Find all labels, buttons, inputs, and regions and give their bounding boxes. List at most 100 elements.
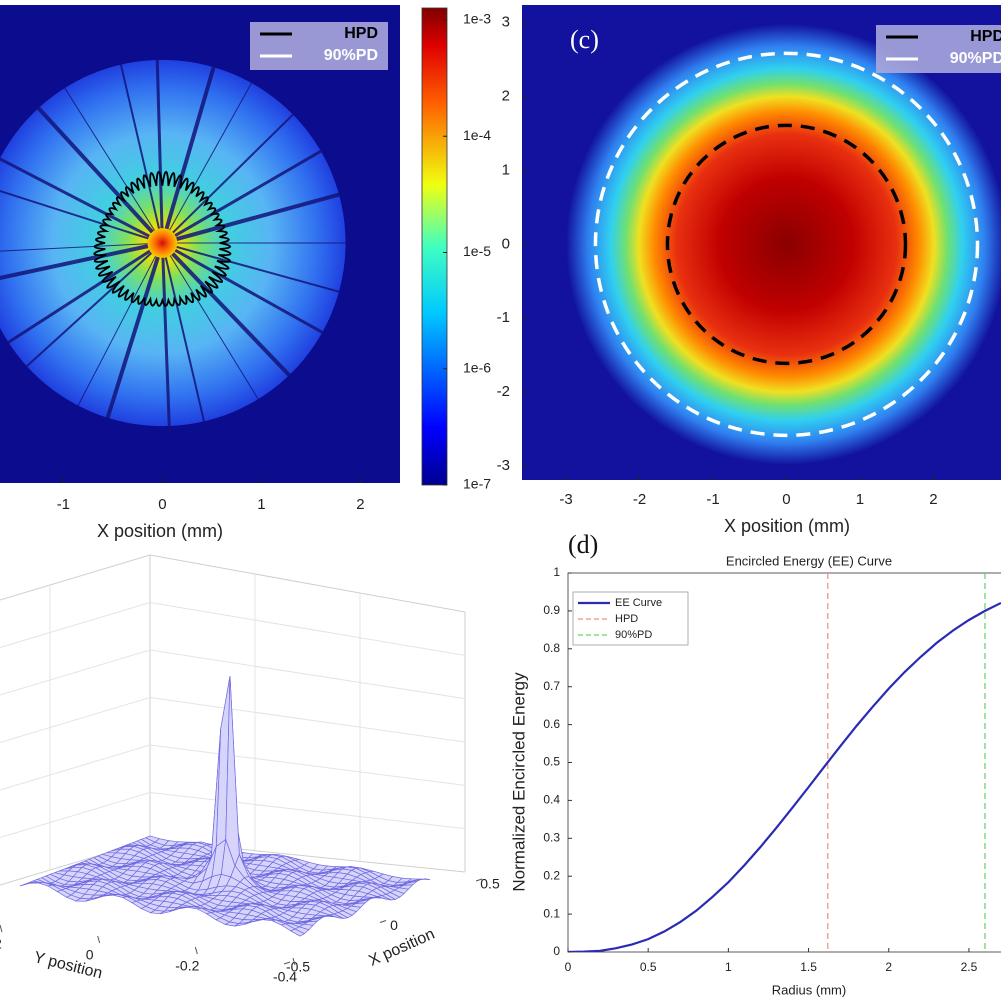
box-grid	[149, 649, 466, 700]
shadow-spoke	[174, 149, 323, 237]
x-tick-label: 0.5	[640, 960, 657, 974]
y-tick-label: 0	[86, 947, 94, 963]
legend-label: 90%PD	[615, 629, 652, 641]
x-tick-label: -2	[633, 491, 646, 508]
x-tick-mark	[283, 961, 291, 965]
box-grid	[0, 744, 151, 791]
x-tick-label: 1	[257, 496, 265, 513]
intensity-disk	[566, 24, 1001, 465]
y-tick-label: 0	[553, 944, 560, 958]
legend-label: EE Curve	[615, 597, 662, 609]
shadow-spoke	[105, 256, 160, 420]
plot-clip	[568, 573, 1001, 952]
intensity-disk	[0, 59, 346, 427]
x-tick-label: 0	[390, 917, 398, 933]
x-axis-label: X position (mm)	[97, 521, 223, 541]
y-tick-label: 0.7	[543, 679, 560, 693]
colorbar-tick-label: 1e-5	[463, 243, 491, 259]
x-tick-label: 0	[565, 960, 572, 974]
colorbar	[421, 7, 448, 486]
y-tick-label: 0.8	[543, 641, 560, 655]
panel-label: (c)	[570, 25, 599, 54]
y-tick-label: 0.1	[543, 906, 560, 920]
shadow-spoke	[176, 192, 341, 242]
x-tick-label: 0	[782, 491, 790, 508]
colorbar-tick-label: 1e-6	[463, 359, 491, 375]
contour-circle	[665, 123, 908, 366]
shadow-spoke	[0, 244, 149, 280]
y-tick-label: 0	[502, 235, 510, 252]
x-tick-label: 1.5	[800, 960, 817, 974]
colorbar-tick-label: 1e-7	[463, 476, 491, 492]
x-tick-label: 0.5	[480, 876, 500, 892]
y-tick-label: 3	[502, 14, 510, 31]
y-tick-label: 1	[553, 565, 560, 579]
x-tick-label: 2	[885, 960, 892, 974]
y-tick-label: 0.5	[543, 755, 560, 769]
y-tick-label: -3	[497, 457, 510, 474]
y-tick-label: 0.2	[0, 936, 2, 952]
y-tick-label: 0.4	[543, 793, 560, 807]
box-grid	[0, 649, 151, 696]
box-edge	[149, 554, 466, 613]
legend-box	[876, 25, 1001, 73]
legend-label: 90%PD	[324, 47, 378, 64]
x-axis-label: Radius (mm)	[772, 982, 846, 997]
box-grid	[0, 602, 151, 648]
shadow-spoke	[169, 81, 253, 231]
x-axis-label: X position	[366, 926, 437, 970]
y-tick-label: 0.3	[543, 830, 560, 844]
y-tick-label: 2	[502, 88, 510, 105]
shadow-spoke	[164, 65, 216, 230]
shadow-spoke	[155, 58, 164, 229]
shadow-spoke	[171, 252, 292, 378]
legend-label: HPD	[615, 613, 638, 625]
shadow-spoke	[0, 243, 148, 252]
y-tick-label: 0.9	[543, 603, 560, 617]
y-tick-mark	[194, 946, 198, 955]
x-tick-mark	[475, 878, 483, 882]
shadow-spoke	[174, 248, 324, 335]
legend-box	[250, 22, 388, 70]
shadow-spoke	[77, 255, 156, 407]
x-tick-label: 0	[158, 496, 166, 513]
y-tick-label: -2	[497, 383, 510, 400]
x-tick-label: 1	[856, 491, 864, 508]
x-tick-label: 2	[929, 491, 937, 508]
x-tick-label: -0.5	[286, 959, 310, 975]
shadow-spoke	[6, 249, 151, 345]
x-tick-label: -1	[57, 496, 70, 513]
x-tick-label: 1	[725, 960, 732, 974]
surface-plot	[0, 554, 466, 937]
shadow-spoke	[0, 189, 149, 240]
y-tick-label: 0.2	[543, 868, 560, 882]
contour-circle	[593, 51, 980, 438]
shadow-spoke	[36, 106, 154, 234]
y-tick-label: -0.4	[273, 969, 297, 985]
colorbar-tick-label: 1e-4	[463, 127, 491, 143]
box-grid	[0, 792, 151, 838]
colorbar-tick-label: 1e-3	[463, 11, 491, 27]
box-grid	[149, 602, 466, 656]
shadow-spoke	[119, 63, 160, 229]
x-tick-label: 2.5	[961, 960, 978, 974]
shadow-spoke	[25, 252, 153, 368]
x-axis-label: X position (mm)	[724, 516, 850, 536]
panel-label: (d)	[568, 530, 598, 559]
shadow-spoke	[176, 245, 341, 293]
box-grid	[149, 697, 466, 743]
y-tick-label: -0.2	[175, 958, 199, 974]
shadow-spoke	[169, 255, 260, 401]
legend-box	[572, 591, 689, 646]
box-grid	[149, 744, 466, 786]
shadow-spoke	[164, 257, 206, 423]
y-tick-mark	[292, 957, 296, 966]
ee-curve	[568, 601, 1001, 952]
y-tick-mark	[0, 924, 3, 933]
x-tick-label: -3	[559, 491, 572, 508]
chart-title: Encircled Energy (EE) Curve	[726, 553, 892, 568]
shadow-spoke	[161, 257, 171, 428]
y-tick-mark	[97, 935, 101, 944]
legend-label: HPD	[344, 25, 378, 42]
